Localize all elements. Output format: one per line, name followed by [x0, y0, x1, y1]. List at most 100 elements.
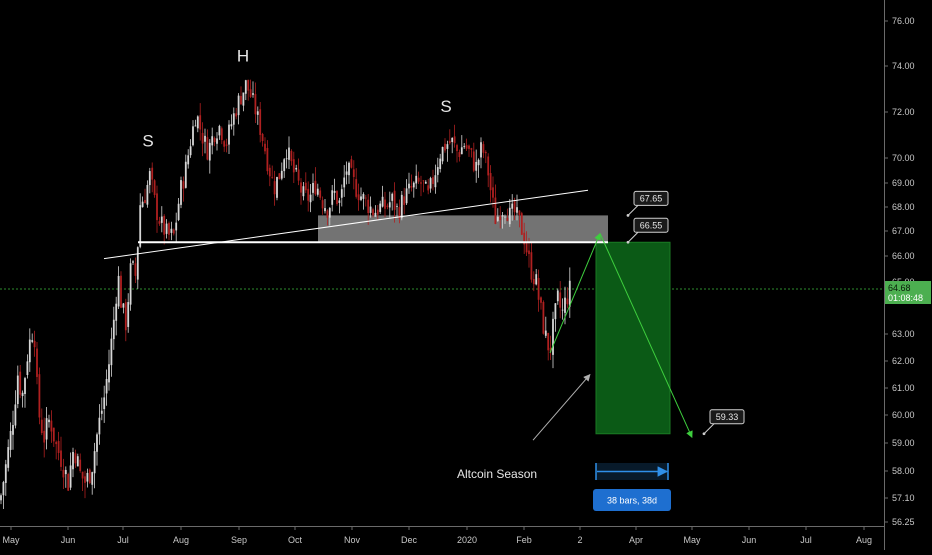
- resistance-zone[interactable]: [318, 215, 608, 243]
- time-tick-label: May: [2, 535, 20, 545]
- candle-body: [364, 197, 367, 199]
- pattern-label-s-2: S: [440, 97, 451, 116]
- candle-body: [2, 482, 5, 496]
- price-tick-label: 70.00: [892, 153, 915, 163]
- candle-body: [139, 205, 142, 247]
- candle-body: [391, 193, 394, 201]
- candle-body: [384, 199, 386, 209]
- pattern-label-s-0: S: [142, 132, 153, 151]
- candle-body: [410, 185, 413, 188]
- candle-body: [532, 278, 535, 285]
- candle-body: [55, 441, 58, 445]
- candle-body: [568, 280, 571, 307]
- price-tick-label: 69.00: [892, 178, 915, 188]
- time-tick-label: Dec: [401, 535, 418, 545]
- candle-body: [535, 274, 538, 285]
- annotation-altcoin-season: Altcoin Season: [457, 467, 537, 481]
- candle-body: [460, 147, 463, 155]
- candle-body: [196, 116, 199, 129]
- candle-body: [273, 181, 276, 195]
- candle-body: [136, 247, 139, 280]
- candle-body: [249, 89, 252, 97]
- candle-body: [103, 397, 106, 410]
- candle-body: [134, 263, 137, 276]
- candle-body: [465, 145, 468, 149]
- candle-body: [180, 180, 182, 205]
- candle-body: [168, 223, 170, 235]
- candle-body: [0, 495, 2, 501]
- candle-body: [40, 419, 43, 434]
- candle-body: [422, 180, 425, 182]
- candle-body: [206, 137, 209, 160]
- candle-body: [528, 250, 530, 255]
- candle-body: [379, 203, 382, 212]
- candle-body: [424, 181, 427, 184]
- candle-body: [547, 332, 550, 351]
- candle-body: [297, 169, 300, 181]
- price-callout[interactable]: 66.55: [626, 217, 669, 244]
- candle-body: [432, 177, 434, 184]
- neckline-sloped[interactable]: [103, 189, 589, 260]
- price-callout[interactable]: 59.33: [702, 409, 745, 436]
- candle-body: [530, 252, 533, 280]
- price-callout[interactable]: 67.65: [626, 190, 669, 217]
- candle-body: [446, 144, 449, 149]
- candle-body: [271, 177, 274, 178]
- candle-body: [492, 187, 494, 198]
- candle-body: [81, 471, 84, 479]
- candle-body: [122, 303, 125, 308]
- candle-body: [110, 338, 113, 366]
- candle-body: [36, 348, 38, 377]
- candle-body: [400, 194, 403, 219]
- candle-body: [112, 319, 115, 340]
- candle-body: [124, 302, 127, 331]
- candle-body: [386, 205, 389, 207]
- candle-body: [16, 375, 19, 405]
- target-zone[interactable]: [595, 241, 671, 435]
- price-tick-label: 60.00: [892, 410, 915, 420]
- candle-body: [280, 170, 283, 179]
- price-tick-label: 57.10: [892, 493, 915, 503]
- candle-body: [69, 465, 72, 488]
- annotation-arrow[interactable]: [532, 373, 591, 441]
- projection-down-arrow[interactable]: [599, 233, 693, 439]
- candle-body: [93, 451, 96, 474]
- time-tick-label: Nov: [344, 535, 361, 545]
- candle-body: [312, 182, 314, 193]
- candle-body: [127, 302, 130, 327]
- candle-body: [160, 216, 163, 223]
- candle-body: [184, 161, 187, 188]
- candle-body: [64, 469, 67, 475]
- candle-body: [480, 142, 482, 158]
- candle-body: [223, 141, 226, 147]
- candle-body: [4, 464, 7, 483]
- candle-body: [52, 427, 55, 442]
- candle-body: [14, 404, 17, 426]
- candle-body: [88, 469, 91, 484]
- candle-body: [84, 476, 86, 483]
- time-axis-panel: [0, 526, 884, 550]
- candle-body: [472, 151, 475, 171]
- candle-body: [120, 275, 122, 308]
- candle-body: [333, 190, 336, 193]
- callout-value: 67.65: [640, 193, 663, 203]
- projection-up-arrow[interactable]: [549, 232, 601, 354]
- candle-body: [216, 138, 218, 144]
- candle-body: [268, 167, 271, 177]
- price-tick-label: 68.00: [892, 202, 915, 212]
- candle-body: [259, 109, 262, 135]
- price-tick-label: 67.00: [892, 226, 915, 236]
- candle-body: [86, 472, 89, 482]
- candle-body: [456, 145, 458, 152]
- time-tick-label: Sep: [231, 535, 247, 545]
- time-tick-label: 2: [577, 535, 582, 545]
- candle-body: [475, 161, 478, 171]
- candle-body: [31, 340, 34, 342]
- candle-body: [170, 228, 173, 233]
- range-measure[interactable]: 38 bars, 38d: [593, 463, 671, 511]
- candle-body: [367, 199, 370, 214]
